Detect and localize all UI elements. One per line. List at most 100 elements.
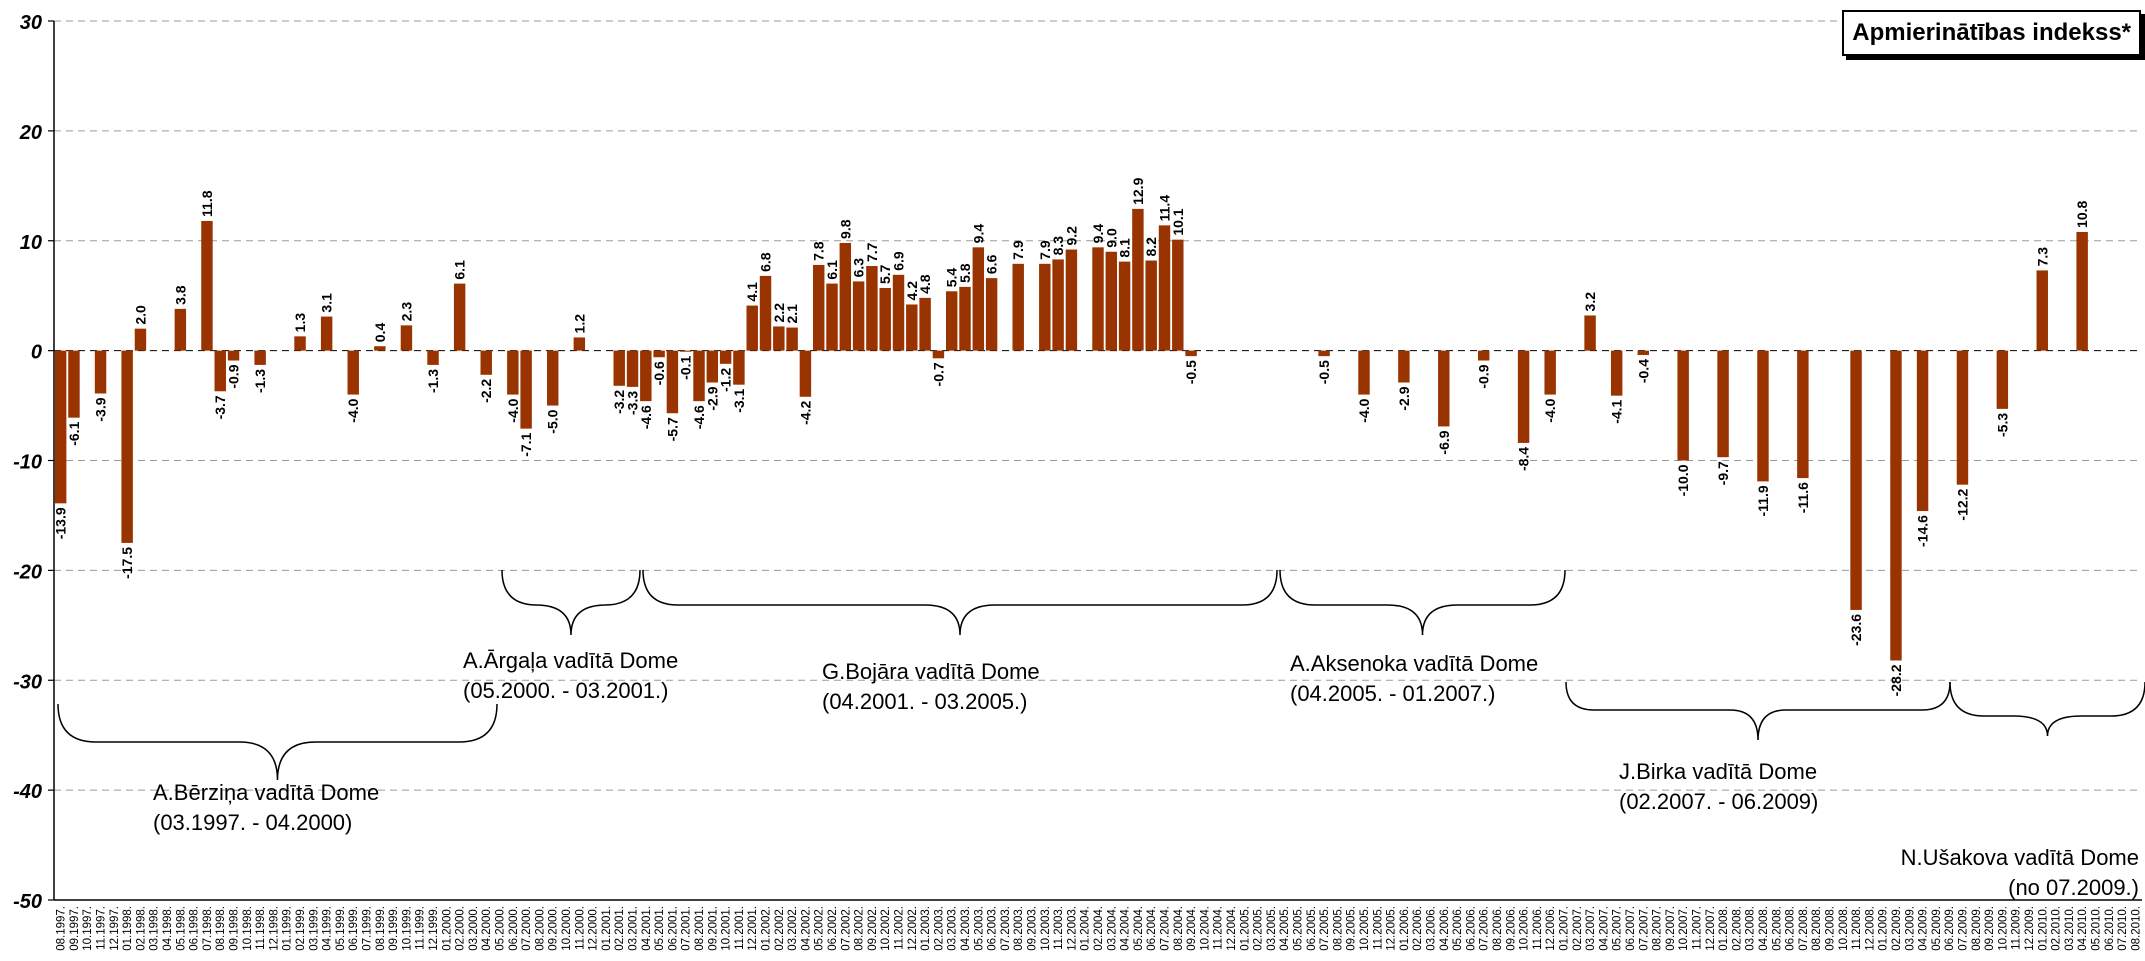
- x-tick-label: 09.2006.: [1505, 906, 1517, 951]
- bar: [693, 350, 705, 402]
- x-tick-label: 10.2009.: [1997, 906, 2009, 951]
- data-label: -1.3: [252, 369, 268, 393]
- bar: [54, 350, 67, 504]
- bar: [347, 350, 359, 395]
- data-label: 6.1: [452, 260, 468, 280]
- data-label: -12.2: [1954, 488, 1970, 520]
- x-tick-label: 04.2005.: [1279, 906, 1291, 951]
- bar: [972, 247, 985, 351]
- bar: [507, 350, 519, 395]
- x-tick-label: 01.2010.: [2037, 906, 2049, 951]
- data-label: -11.9: [1755, 485, 1771, 516]
- data-label: 3.8: [172, 285, 188, 305]
- data-label: 9.4: [1090, 224, 1106, 244]
- data-label: 6.1: [824, 260, 840, 280]
- x-tick-label: 06.2001.: [667, 906, 679, 951]
- bar: [1132, 208, 1144, 351]
- x-tick-label: 03.2007.: [1585, 906, 1597, 951]
- x-tick-label: 11.2001.: [734, 906, 746, 950]
- data-label: 2.3: [398, 302, 414, 322]
- bar: [852, 281, 865, 351]
- bar: [1797, 350, 1809, 479]
- data-label: -3.3: [625, 391, 641, 415]
- bar: [1956, 350, 1969, 485]
- x-tick-label: 11.2006.: [1532, 906, 1544, 950]
- data-label: 6.3: [851, 258, 867, 278]
- x-tick-label: 07.2005.: [1319, 906, 1331, 951]
- data-label: -0.4: [1635, 359, 1651, 383]
- data-label: -3.2: [611, 390, 627, 414]
- data-label: -4.6: [691, 405, 707, 429]
- x-tick-label: 10.2006.: [1519, 906, 1531, 951]
- x-tick-label: 05.2009.: [1931, 906, 1943, 951]
- data-label: -10.0: [1675, 464, 1691, 496]
- bar: [773, 326, 785, 351]
- bar: [1477, 350, 1490, 361]
- x-tick-label: 01.2004.: [1080, 906, 1092, 951]
- bar: [799, 350, 812, 397]
- x-tick-label: 09.2009.: [1984, 906, 1996, 951]
- era-label-birks: J.Birka vadītā Dome (02.2007. - 06.2009): [1619, 757, 1818, 817]
- x-tick-label: 01.1999.: [282, 906, 294, 951]
- x-tick-label: 03.2009.: [1904, 906, 1916, 951]
- data-label: -5.7: [664, 417, 680, 441]
- data-label: -4.0: [1542, 398, 1558, 422]
- bar: [2076, 231, 2088, 351]
- x-tick-label: 03.2001.: [628, 906, 640, 951]
- x-tick-label: 11.2005.: [1372, 906, 1384, 950]
- era-label-bojars: G.Bojāra vadītā Dome (04.2001. - 03.2005…: [822, 657, 1040, 717]
- x-tick-label: 04.2010.: [2077, 906, 2089, 951]
- era-brace: [57, 703, 498, 781]
- x-tick-label: 12.2006.: [1545, 906, 1557, 951]
- bar: [214, 350, 226, 392]
- data-label: -7.1: [518, 432, 534, 456]
- data-label: -23.6: [1848, 614, 1864, 646]
- x-tick-label: 07.1999.: [362, 906, 374, 951]
- data-label: 3.2: [1582, 292, 1598, 312]
- data-label: -2.2: [478, 379, 494, 403]
- bar: [759, 275, 772, 351]
- x-tick-label: 06.2010.: [2104, 906, 2116, 951]
- bar: [746, 305, 758, 351]
- x-tick-label: 05.1998.: [175, 906, 187, 951]
- data-label: -11.6: [1795, 482, 1811, 513]
- x-tick-label: 11.1997.: [96, 906, 108, 950]
- data-label: -5.0: [545, 409, 561, 433]
- x-tick-label: 07.2006.: [1479, 906, 1491, 951]
- bar: [1145, 260, 1157, 351]
- x-tick-label: 01.2000.: [441, 906, 453, 951]
- x-tick-label: 12.2001.: [747, 906, 759, 951]
- bar: [1318, 350, 1330, 357]
- x-tick-label: 08.2006.: [1492, 906, 1504, 951]
- x-tick-label: 08.2003.: [1013, 906, 1025, 951]
- x-tick-label: 04.2008.: [1758, 906, 1770, 951]
- data-label: 2.0: [132, 305, 148, 325]
- data-label: 7.9: [1037, 240, 1053, 260]
- data-label: 7.8: [811, 241, 827, 261]
- x-tick-label: 09.1998.: [229, 906, 241, 951]
- bar: [2036, 270, 2048, 351]
- x-tick-label: 02.2006.: [1412, 906, 1424, 951]
- x-tick-label: 04.1998.: [162, 906, 174, 951]
- x-tick-label: 01.2002.: [761, 906, 773, 951]
- data-label: 5.7: [877, 264, 893, 284]
- x-tick-label: 11.2003.: [1053, 906, 1065, 950]
- x-tick-label: 06.2006.: [1465, 906, 1477, 951]
- data-label: 11.4: [1156, 195, 1172, 222]
- y-tick-label: 30: [20, 12, 42, 34]
- data-label: 8.3: [1050, 236, 1066, 256]
- x-tick-label: 06.2002.: [827, 906, 839, 951]
- x-tick-label: 02.2000.: [455, 906, 467, 951]
- x-tick-label: 06.2009.: [1944, 906, 1956, 951]
- era-brace: [1279, 569, 1566, 636]
- x-tick-label: 04.2009.: [1918, 906, 1930, 951]
- x-tick-label: 12.2007.: [1705, 906, 1717, 951]
- x-tick-label: 11.2009.: [2011, 906, 2023, 950]
- x-tick-label: 07.2000.: [521, 906, 533, 951]
- data-label: 5.8: [957, 263, 973, 283]
- bar: [520, 350, 532, 429]
- x-tick-label: 11.2007.: [1691, 906, 1703, 950]
- x-tick-label: 06.2003.: [987, 906, 999, 951]
- bar: [201, 220, 213, 351]
- bar: [374, 346, 386, 351]
